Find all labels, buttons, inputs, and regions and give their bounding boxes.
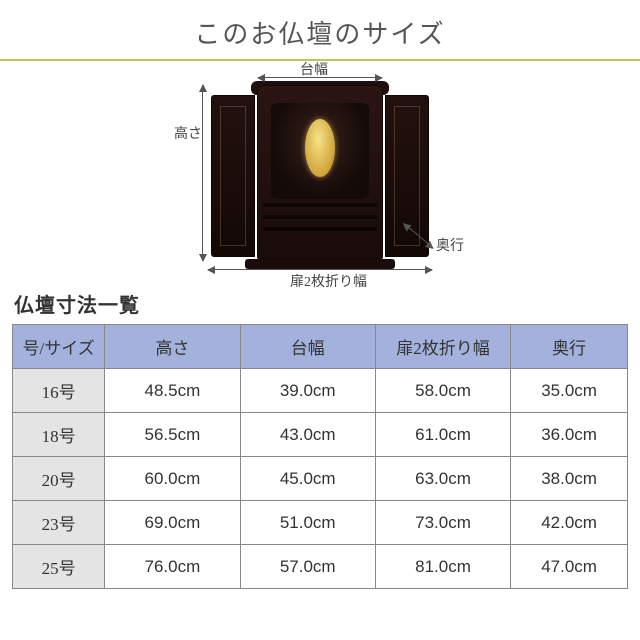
cell-value: 73.0cm <box>375 501 510 545</box>
col-width: 台幅 <box>240 325 375 369</box>
cell-value: 63.0cm <box>375 457 510 501</box>
cell-value: 60.0cm <box>105 457 240 501</box>
dimensions-table: 号/サイズ 高さ 台幅 扉2枚折り幅 奥行 16号48.5cm39.0cm58.… <box>12 324 628 589</box>
arrow-height <box>202 85 203 261</box>
cell-size: 18号 <box>13 413 105 457</box>
table-header-row: 号/サイズ 高さ 台幅 扉2枚折り幅 奥行 <box>13 325 628 369</box>
table-row: 23号69.0cm51.0cm73.0cm42.0cm <box>13 501 628 545</box>
cell-value: 69.0cm <box>105 501 240 545</box>
altar-illustration <box>205 81 435 277</box>
cell-size: 20号 <box>13 457 105 501</box>
page-title: このお仏壇のサイズ <box>194 20 445 49</box>
col-door: 扉2枚折り幅 <box>375 325 510 369</box>
cell-value: 39.0cm <box>240 369 375 413</box>
cell-size: 25号 <box>13 545 105 589</box>
cell-value: 47.0cm <box>511 545 628 589</box>
cell-value: 81.0cm <box>375 545 510 589</box>
cell-value: 56.5cm <box>105 413 240 457</box>
cell-value: 43.0cm <box>240 413 375 457</box>
cell-value: 42.0cm <box>511 501 628 545</box>
table-row: 16号48.5cm39.0cm58.0cm35.0cm <box>13 369 628 413</box>
label-height: 高さ <box>174 123 202 143</box>
cell-value: 48.5cm <box>105 369 240 413</box>
cell-value: 58.0cm <box>375 369 510 413</box>
cell-value: 51.0cm <box>240 501 375 545</box>
cell-value: 36.0cm <box>511 413 628 457</box>
cell-value: 38.0cm <box>511 457 628 501</box>
table-row: 20号60.0cm45.0cm63.0cm38.0cm <box>13 457 628 501</box>
cell-value: 45.0cm <box>240 457 375 501</box>
col-height: 高さ <box>105 325 240 369</box>
cell-size: 16号 <box>13 369 105 413</box>
diagram: 台幅 高さ 奥行 扉2枚折り幅 <box>0 67 640 285</box>
cell-size: 23号 <box>13 501 105 545</box>
col-size: 号/サイズ <box>13 325 105 369</box>
cell-value: 35.0cm <box>511 369 628 413</box>
title-row: このお仏壇のサイズ <box>0 0 640 59</box>
table-row: 18号56.5cm43.0cm61.0cm36.0cm <box>13 413 628 457</box>
cell-value: 57.0cm <box>240 545 375 589</box>
cell-value: 76.0cm <box>105 545 240 589</box>
label-depth: 奥行 <box>436 235 464 255</box>
label-doorwidth: 扉2枚折り幅 <box>290 271 367 291</box>
col-depth: 奥行 <box>511 325 628 369</box>
cell-value: 61.0cm <box>375 413 510 457</box>
label-daiwidth: 台幅 <box>300 59 328 79</box>
table-row: 25号76.0cm57.0cm81.0cm47.0cm <box>13 545 628 589</box>
arrow-doorwidth <box>208 269 432 270</box>
